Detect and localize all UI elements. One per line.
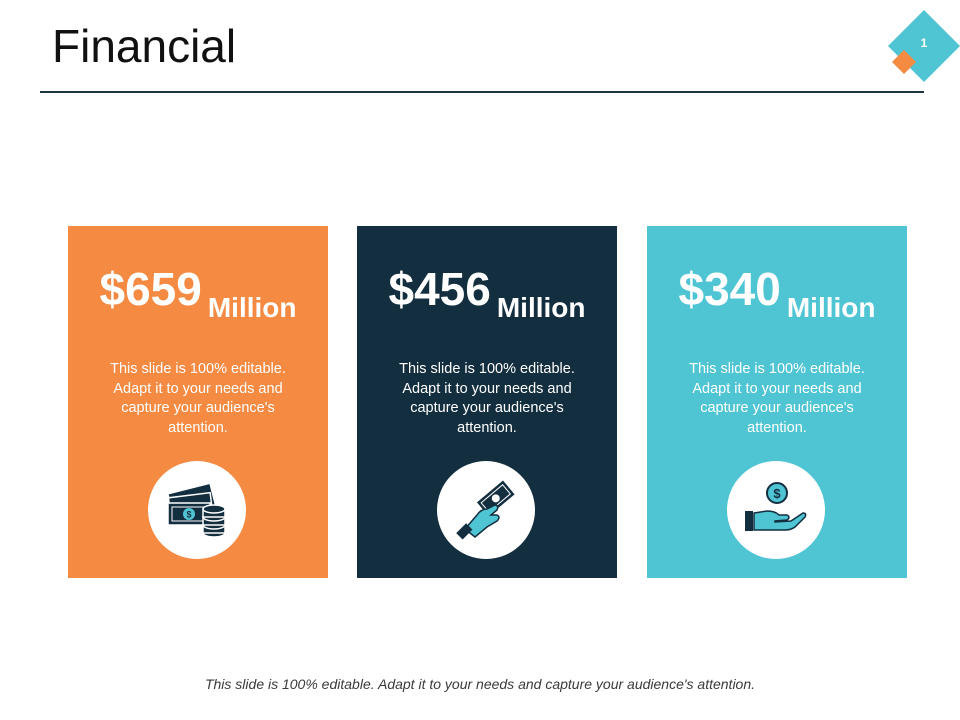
money-stack-coins-icon: $ [167, 484, 226, 538]
footer-note: This slide is 100% editable. Adapt it to… [204, 676, 756, 692]
card-description: This slide is 100% editable. Adapt it to… [110, 361, 286, 436]
hand-with-coin-icon: $ [745, 482, 807, 531]
amount-unit: Million [786, 292, 876, 323]
stat-card-3: $340 Million This slide is 100% editable.… [647, 226, 907, 578]
slide-number: 1 [920, 36, 928, 50]
amount-row: $456 Million [357, 262, 617, 324]
page-title: Financial [52, 20, 237, 72]
stat-card-1: $659 Million This slide is 100% editable.… [68, 226, 328, 578]
title-divider [40, 91, 924, 93]
slide-number-badge [888, 10, 960, 82]
icon-circle: $ [148, 461, 246, 559]
card-description: This slide is 100% editable. Adapt it to… [399, 361, 575, 436]
amount-unit: Million [496, 292, 586, 323]
icon-circle: $ [727, 461, 825, 559]
amount-value: $659 [99, 263, 202, 315]
svg-text:$: $ [186, 510, 191, 520]
stat-card-2: $456 Million This slide is 100% editable.… [357, 226, 617, 578]
icon-circle [437, 461, 535, 559]
amount-value: $456 [388, 263, 491, 315]
amount-row: $659 Million [68, 262, 328, 324]
amount-unit: Million [207, 292, 297, 323]
svg-text:$: $ [773, 486, 781, 501]
amount-row: $340 Million [647, 262, 907, 324]
card-description: This slide is 100% editable. Adapt it to… [689, 361, 865, 436]
hand-holding-banknote-icon [456, 480, 515, 540]
amount-value: $340 [678, 263, 781, 315]
